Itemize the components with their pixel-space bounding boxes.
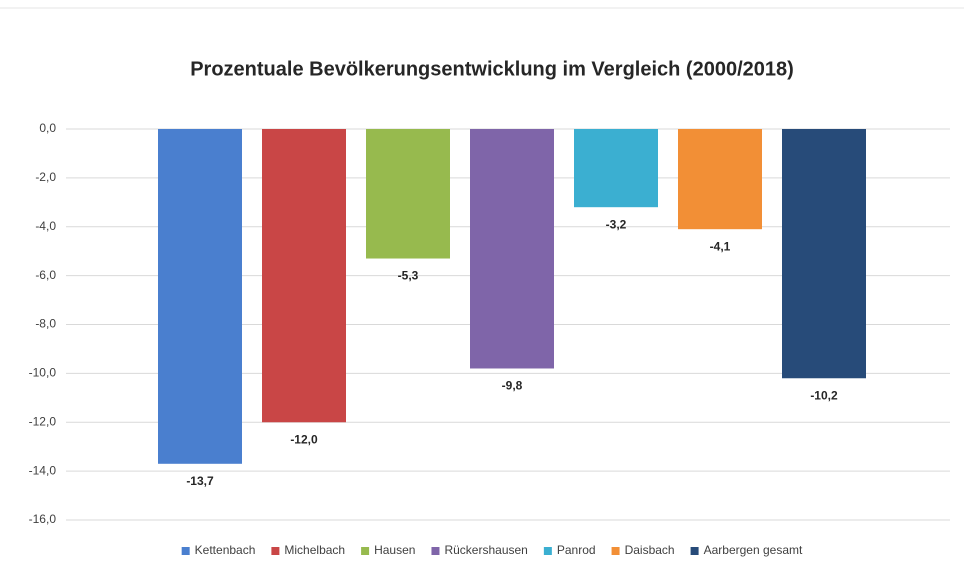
- value-label: -13,7: [186, 474, 214, 488]
- legend-label: Michelbach: [284, 543, 345, 557]
- bar: [158, 129, 242, 464]
- value-label: -9,8: [502, 379, 523, 393]
- y-tick-label: -8,0: [35, 317, 56, 331]
- legend-swatch: [690, 547, 699, 555]
- value-label: -3,2: [606, 217, 627, 231]
- legend-label: Daisbach: [625, 543, 675, 557]
- y-tick-label: -14,0: [29, 463, 57, 477]
- y-tick-label: -6,0: [35, 268, 56, 282]
- y-tick-label: -12,0: [29, 414, 57, 428]
- y-tick-label: -2,0: [35, 170, 56, 184]
- legend-swatch: [611, 547, 620, 555]
- legend-swatch: [543, 547, 552, 555]
- value-label: -4,1: [710, 239, 731, 253]
- legend-label: Hausen: [374, 543, 415, 557]
- bar: [366, 129, 450, 259]
- bar: [574, 129, 658, 208]
- bar: [262, 129, 346, 423]
- legend-swatch: [431, 547, 440, 555]
- y-tick-label: -10,0: [29, 366, 57, 380]
- chart-title: Prozentuale Bevölkerungsentwicklung im V…: [190, 58, 794, 80]
- y-tick-label: 0,0: [39, 121, 56, 135]
- value-label: -10,2: [810, 388, 838, 402]
- value-label: -12,0: [290, 432, 318, 446]
- legend-swatch: [181, 547, 190, 555]
- bar: [678, 129, 762, 230]
- value-label: -5,3: [398, 269, 419, 283]
- y-tick-label: -16,0: [29, 512, 57, 526]
- bar: [782, 129, 866, 379]
- legend-swatch: [271, 547, 280, 555]
- legend-label: Kettenbach: [195, 543, 256, 557]
- bar: [470, 129, 554, 369]
- legend-label: Rückershausen: [444, 543, 527, 557]
- legend-label: Aarbergen gesamt: [704, 543, 803, 557]
- legend-label: Panrod: [557, 543, 596, 557]
- y-tick-label: -4,0: [35, 219, 56, 233]
- legend-swatch: [361, 547, 370, 555]
